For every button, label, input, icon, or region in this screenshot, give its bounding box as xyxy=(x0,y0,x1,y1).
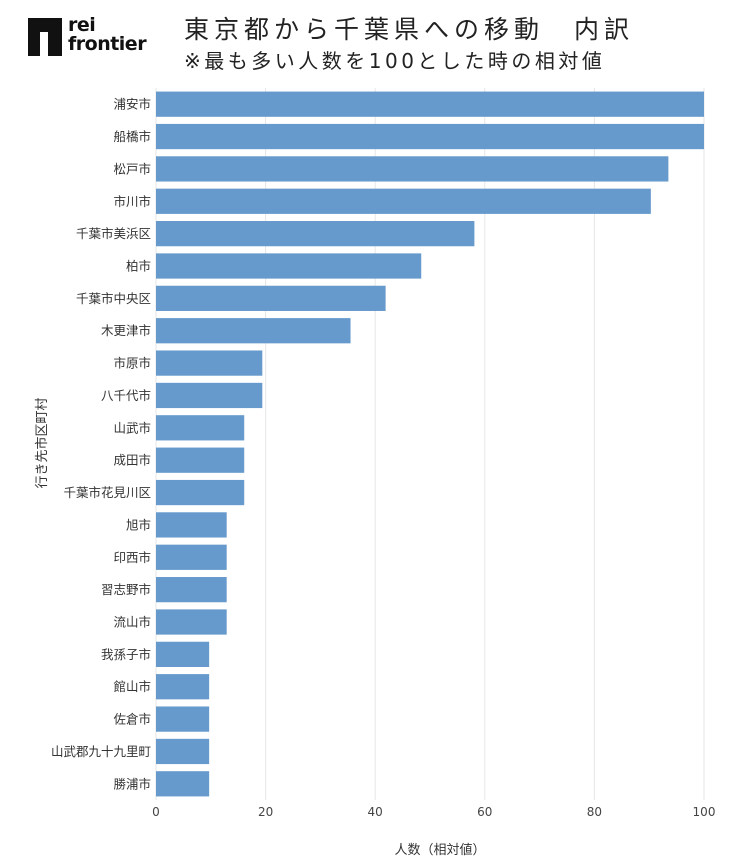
bar xyxy=(156,318,351,344)
category-label: 浦安市 xyxy=(113,97,151,112)
brand-logo: rei frontier xyxy=(22,14,147,58)
bar xyxy=(156,641,210,667)
category-label: 船橋市 xyxy=(113,129,151,144)
category-label: 千葉市美浜区 xyxy=(76,226,151,241)
bar xyxy=(156,577,227,603)
x-tick-label: 60 xyxy=(477,805,492,819)
category-label: 習志野市 xyxy=(101,582,151,597)
category-label: 勝浦市 xyxy=(113,776,151,791)
category-label: 千葉市花見川区 xyxy=(63,485,151,500)
category-label: 館山市 xyxy=(113,679,151,694)
bars xyxy=(156,91,704,797)
x-tick-label: 20 xyxy=(258,805,273,819)
category-label: 松戸市 xyxy=(113,161,151,176)
bar xyxy=(156,285,386,311)
bar xyxy=(156,674,210,700)
category-labels: 浦安市船橋市松戸市市川市千葉市美浜区柏市千葉市中央区木更津市市原市八千代市山武市… xyxy=(51,97,151,792)
category-label: 市川市 xyxy=(113,194,151,209)
bar xyxy=(156,771,210,797)
x-tick-label: 80 xyxy=(587,805,602,819)
bar xyxy=(156,123,704,150)
category-label: 我孫子市 xyxy=(101,647,151,662)
x-axis-title: 人数（相対値） xyxy=(394,842,485,858)
x-tick-label: 40 xyxy=(368,805,383,819)
logo-text-line2: frontier xyxy=(68,33,147,55)
bar xyxy=(156,738,210,765)
bar xyxy=(156,706,210,732)
x-tick-label: 100 xyxy=(693,805,716,819)
bar xyxy=(156,221,475,247)
x-tick-label: 0 xyxy=(152,805,160,819)
bar xyxy=(156,512,227,538)
bar xyxy=(156,91,704,117)
bar xyxy=(156,188,651,214)
category-label: 成田市 xyxy=(113,453,151,468)
category-label: 山武市 xyxy=(113,420,151,435)
bar xyxy=(156,479,245,506)
category-label: 柏市 xyxy=(126,259,151,274)
chart-title: 東京都から千葉県への移動 内訳 xyxy=(184,15,635,44)
category-label: 印西市 xyxy=(113,550,151,565)
category-label: 山武郡九十九里町 xyxy=(51,744,151,759)
category-label: 市原市 xyxy=(113,356,151,371)
logo-text-line1: rei xyxy=(68,14,96,36)
bar xyxy=(156,447,245,473)
bar xyxy=(156,350,263,376)
category-label: 旭市 xyxy=(126,517,151,532)
category-label: 木更津市 xyxy=(101,323,151,338)
logo-mark-icon xyxy=(28,18,62,56)
x-tick-labels: 0 20 40 60 80 100 xyxy=(152,805,715,819)
bar xyxy=(156,382,263,409)
bar xyxy=(156,415,245,441)
category-label: 千葉市中央区 xyxy=(76,291,151,306)
category-label: 流山市 xyxy=(113,615,151,630)
bar xyxy=(156,253,422,279)
bar xyxy=(156,609,227,635)
chart-subtitle: ※最も多い人数を100とした時の相対値 xyxy=(184,49,606,73)
bar xyxy=(156,544,227,570)
bar xyxy=(156,156,669,182)
category-label: 佐倉市 xyxy=(113,712,151,727)
category-label: 八千代市 xyxy=(101,388,151,403)
y-axis-title: 行き先市区町村 xyxy=(34,397,50,488)
